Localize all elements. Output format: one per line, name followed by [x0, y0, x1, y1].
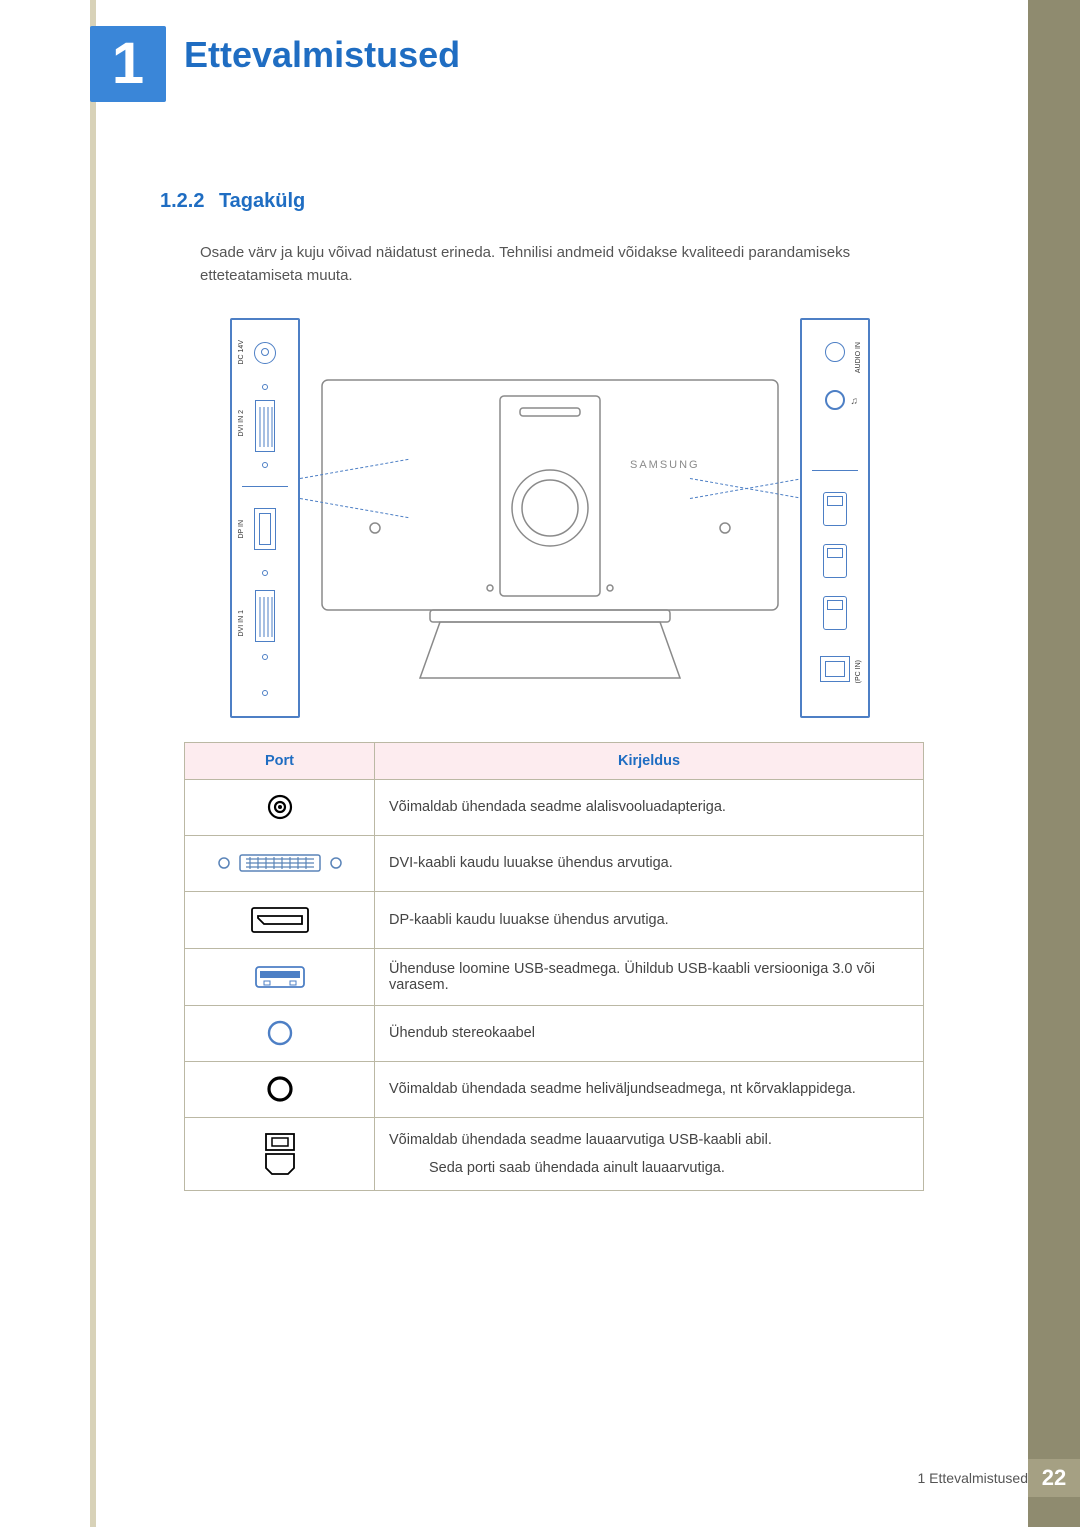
port-note: Seda porti saab ühendada ainult lauaarvu… — [429, 1160, 909, 1176]
port-desc: Võimaldab ühendada seadme heliväljundsea… — [375, 1061, 924, 1117]
port-icon-usb-b — [185, 1117, 375, 1190]
port-label-dvi2: DVI IN 2 — [238, 410, 245, 436]
section-title: Tagakülg — [219, 190, 305, 212]
brand-label: SAMSUNG — [630, 459, 700, 471]
port-desc: DP-kaabli kaudu luuakse ühendus arvutiga… — [375, 891, 924, 948]
usb-a-icon — [823, 544, 847, 578]
port-icon-audio-in — [185, 1005, 375, 1061]
chapter-number-box: 1 — [90, 26, 166, 102]
chapter-title: Ettevalmistused — [184, 34, 460, 76]
panel-divider — [812, 470, 858, 471]
table-row: Võimaldab ühendada seadme lauaarvutiga U… — [185, 1117, 924, 1190]
right-margin-stripe — [1028, 0, 1080, 1527]
port-label-dpin: DP IN — [238, 520, 245, 539]
port-icon-dc — [185, 779, 375, 835]
port-icon-dvi — [185, 835, 375, 891]
panel-divider — [242, 486, 288, 487]
port-icon-usb-a — [185, 948, 375, 1005]
port-desc: Ühenduse loomine USB-seadmega. Ühildub U… — [375, 948, 924, 1005]
dvi1-port-icon — [255, 590, 275, 642]
headphone-icon: ♫ — [851, 396, 859, 407]
table-row: Ühenduse loomine USB-seadmega. Ühildub U… — [185, 948, 924, 1005]
section-number: 1.2.2 — [160, 190, 204, 212]
table-row: DVI-kaabli kaudu luuakse ühendus arvutig… — [185, 835, 924, 891]
right-port-panel: AUDIO IN ♫ (PC IN) — [800, 318, 870, 718]
content-area: 1.2.2 Tagakülg Osade värv ja kuju võivad… — [160, 190, 930, 1191]
port-label-dc14v: DC 14V — [238, 340, 245, 365]
port-label-audioin: AUDIO IN — [855, 342, 862, 373]
ports-table: Port Kirjeldus Võimaldab ühendada seadme… — [184, 742, 924, 1191]
footer-chapter-ref: 1 Ettevalmistused — [918, 1470, 1029, 1486]
screw-icon — [262, 462, 268, 468]
table-row: Võimaldab ühendada seadme heliväljundsea… — [185, 1061, 924, 1117]
table-row: Võimaldab ühendada seadme alalisvooluada… — [185, 779, 924, 835]
port-desc: DVI-kaabli kaudu luuakse ühendus arvutig… — [375, 835, 924, 891]
port-label-pcin: (PC IN) — [855, 660, 862, 683]
port-desc: Võimaldab ühendada seadme alalisvooluada… — [375, 779, 924, 835]
col-header-desc: Kirjeldus — [375, 742, 924, 779]
monitor-rear-outline: SAMSUNG — [320, 378, 780, 688]
usb-a-icon — [823, 492, 847, 526]
table-row: DP-kaabli kaudu luuakse ühendus arvutiga… — [185, 891, 924, 948]
screw-icon — [262, 384, 268, 390]
dc-port-icon — [254, 342, 276, 364]
audio-in-icon — [825, 342, 845, 362]
usb-a-icon — [823, 596, 847, 630]
left-margin-stripe — [90, 0, 96, 1527]
intro-paragraph: Osade värv ja kuju võivad näidatust erin… — [200, 241, 930, 288]
left-port-panel: DC 14V DVI IN 2 DP IN DVI IN 1 — [230, 318, 300, 718]
monitor-svg: SAMSUNG — [320, 378, 780, 698]
port-desc: Ühendub stereokaabel — [375, 1005, 924, 1061]
audio-out-icon — [825, 390, 845, 410]
screw-icon — [262, 570, 268, 576]
screw-icon — [262, 654, 268, 660]
port-desc: Võimaldab ühendada seadme lauaarvutiga U… — [389, 1132, 909, 1148]
section-heading: 1.2.2 Tagakülg — [160, 190, 930, 213]
page-number: 22 — [1028, 1459, 1080, 1497]
table-header-row: Port Kirjeldus — [185, 742, 924, 779]
port-label-dvi1: DVI IN 1 — [238, 610, 245, 636]
col-header-port: Port — [185, 742, 375, 779]
port-icon-audio-out — [185, 1061, 375, 1117]
usb-b-icon — [820, 656, 850, 682]
port-icon-dp — [185, 891, 375, 948]
dvi2-port-icon — [255, 400, 275, 452]
rear-diagram: DC 14V DVI IN 2 DP IN DVI IN 1 — [230, 318, 870, 718]
port-desc-cell: Võimaldab ühendada seadme lauaarvutiga U… — [375, 1117, 924, 1190]
screw-icon — [262, 690, 268, 696]
dp-port-icon — [254, 508, 276, 550]
table-row: Ühendub stereokaabel — [185, 1005, 924, 1061]
page-footer: 1 Ettevalmistused — [918, 1459, 1029, 1497]
